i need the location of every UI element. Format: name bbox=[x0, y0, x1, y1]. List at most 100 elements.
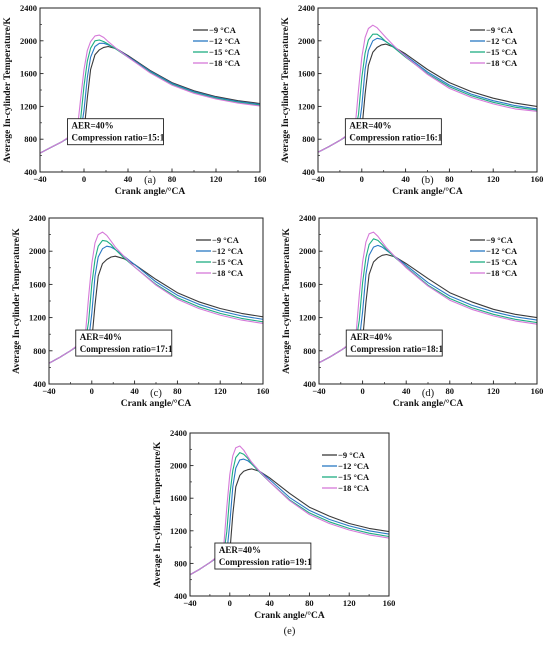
y-tick-label: 1200 bbox=[299, 313, 316, 323]
y-tick-label: 400 bbox=[174, 591, 187, 601]
y-tick-label: 400 bbox=[303, 379, 316, 389]
y-tick-label: 800 bbox=[33, 346, 46, 356]
y-tick-label: 2000 bbox=[20, 36, 37, 46]
y-tick-label: 2000 bbox=[29, 246, 46, 256]
x-tick-label: 0 bbox=[360, 386, 364, 396]
panel-caption: (d) bbox=[422, 388, 435, 399]
x-axis-label: Crank angle/°CA bbox=[115, 186, 186, 197]
y-tick-label: 1600 bbox=[29, 279, 46, 289]
legend-entry-4: −18 °CA bbox=[212, 268, 244, 278]
legend-entry-3: −15 °CA bbox=[338, 472, 370, 482]
y-tick-label: 2400 bbox=[170, 428, 187, 438]
y-tick-label: 800 bbox=[303, 346, 316, 356]
chart-panel-a: −40 0 40 80 120 160 400 800 1200 1600 2000 2400 Cran… bbox=[3, 3, 266, 197]
annotation-compression-ratio: Compression ratio=15:1 bbox=[72, 133, 165, 143]
x-tick-label: 120 bbox=[214, 386, 227, 396]
y-tick-label: 2400 bbox=[299, 213, 316, 223]
y-tick-label: 800 bbox=[174, 558, 187, 568]
x-tick-label: 0 bbox=[90, 386, 94, 396]
x-tick-label: 160 bbox=[383, 598, 396, 608]
y-tick-label: 2000 bbox=[298, 36, 315, 46]
chart-panel-b: −40 0 40 80 120 160 400 800 1200 1600 2000 2400 Cran… bbox=[281, 3, 543, 197]
annotation-box bbox=[67, 118, 164, 146]
x-tick-label: −40 bbox=[312, 386, 325, 396]
y-tick-label: 1200 bbox=[29, 313, 46, 323]
x-tick-label: 80 bbox=[168, 174, 177, 184]
y-tick-label: 1200 bbox=[170, 526, 187, 536]
panel-caption: (e) bbox=[284, 626, 296, 637]
x-tick-label: 40 bbox=[265, 598, 274, 608]
annotation-aer: AER=40% bbox=[349, 121, 391, 131]
annotation-aer: AER=40% bbox=[72, 121, 114, 131]
legend-entry-2: −12 °CA bbox=[486, 246, 518, 256]
annotation-aer: AER=40% bbox=[219, 545, 261, 555]
legend-entry-2: −12 °CA bbox=[338, 461, 370, 471]
legend-entry-2: −12 °CA bbox=[212, 246, 244, 256]
annotation-box bbox=[345, 329, 443, 357]
y-axis-label: Average In-cylinder Temperature/K bbox=[3, 17, 13, 163]
legend-entry-3: −15 °CA bbox=[486, 257, 518, 267]
y-tick-label: 800 bbox=[302, 134, 315, 144]
legend-entry-1: −9 °CA bbox=[338, 450, 366, 460]
y-tick-label: 400 bbox=[24, 167, 37, 177]
x-tick-label: 120 bbox=[210, 174, 223, 184]
legend-entry-1: −9 °CA bbox=[209, 25, 237, 35]
x-axis-label: Crank angle/°CA bbox=[254, 610, 325, 621]
x-tick-label: 40 bbox=[124, 174, 133, 184]
annotation-compression-ratio: Compression ratio=17:1 bbox=[80, 344, 173, 354]
annotation-box bbox=[214, 542, 312, 570]
legend-entry-2: −12 °CA bbox=[209, 36, 241, 46]
y-tick-label: 1600 bbox=[170, 493, 187, 503]
x-tick-label: 160 bbox=[257, 386, 270, 396]
annotation-aer: AER=40% bbox=[350, 332, 392, 342]
legend-entry-4: −18 °CA bbox=[338, 483, 370, 493]
y-tick-label: 2000 bbox=[299, 246, 316, 256]
annotation-box bbox=[75, 329, 173, 357]
x-tick-label: 120 bbox=[487, 174, 500, 184]
x-tick-label: −40 bbox=[183, 598, 196, 608]
x-tick-label: 0 bbox=[360, 174, 364, 184]
panel-caption: (c) bbox=[150, 388, 162, 399]
x-tick-label: 80 bbox=[445, 174, 454, 184]
x-tick-label: 160 bbox=[531, 386, 544, 396]
legend-entry-4: −18 °CA bbox=[209, 58, 241, 68]
y-tick-label: 1200 bbox=[20, 101, 37, 111]
x-tick-label: 80 bbox=[446, 386, 455, 396]
x-tick-label: 80 bbox=[173, 386, 182, 396]
panel-caption: (b) bbox=[421, 175, 434, 186]
annotation-compression-ratio: Compression ratio=16:1 bbox=[349, 133, 442, 143]
y-tick-label: 800 bbox=[24, 134, 37, 144]
annotation-compression-ratio: Compression ratio=19:1 bbox=[219, 557, 312, 567]
y-tick-label: 1200 bbox=[298, 101, 315, 111]
y-tick-label: 2400 bbox=[298, 3, 315, 13]
legend-entry-2: −12 °CA bbox=[486, 36, 518, 46]
y-axis-label: Average In-cylinder Temperature/K bbox=[282, 228, 292, 374]
y-tick-label: 2400 bbox=[29, 213, 46, 223]
y-tick-label: 1600 bbox=[299, 279, 316, 289]
x-tick-label: 120 bbox=[487, 386, 500, 396]
legend-entry-3: −15 °CA bbox=[212, 257, 244, 267]
annotation-box bbox=[344, 118, 442, 146]
chart-panel-e: −40 0 40 80 120 160 400 800 1200 1600 2000 2400 Cran… bbox=[153, 428, 395, 637]
y-tick-label: 1600 bbox=[20, 69, 37, 79]
x-tick-label: 0 bbox=[82, 174, 86, 184]
x-tick-label: 80 bbox=[305, 598, 314, 608]
annotation-compression-ratio: Compression ratio=18:1 bbox=[350, 344, 443, 354]
x-tick-label: 40 bbox=[130, 386, 139, 396]
legend-entry-3: −15 °CA bbox=[486, 47, 518, 57]
y-tick-label: 400 bbox=[302, 167, 315, 177]
x-tick-label: 160 bbox=[531, 174, 544, 184]
x-axis-label: Crank angle/°CA bbox=[393, 398, 464, 409]
x-tick-label: 40 bbox=[402, 386, 411, 396]
x-tick-label: 120 bbox=[343, 598, 356, 608]
chart-panel-c: −40 0 40 80 120 160 400 800 1200 1600 2000 2400 Cran… bbox=[12, 213, 269, 409]
y-tick-label: 2000 bbox=[170, 461, 187, 471]
legend-entry-3: −15 °CA bbox=[209, 47, 241, 57]
y-axis-label: Average In-cylinder Temperature/K bbox=[153, 441, 163, 587]
y-axis-label: Average In-cylinder Temperature/K bbox=[12, 228, 22, 374]
legend-entry-1: −9 °CA bbox=[486, 235, 514, 245]
legend-entry-1: −9 °CA bbox=[212, 235, 240, 245]
legend-entry-4: −18 °CA bbox=[486, 268, 518, 278]
legend-entry-4: −18 °CA bbox=[486, 58, 518, 68]
